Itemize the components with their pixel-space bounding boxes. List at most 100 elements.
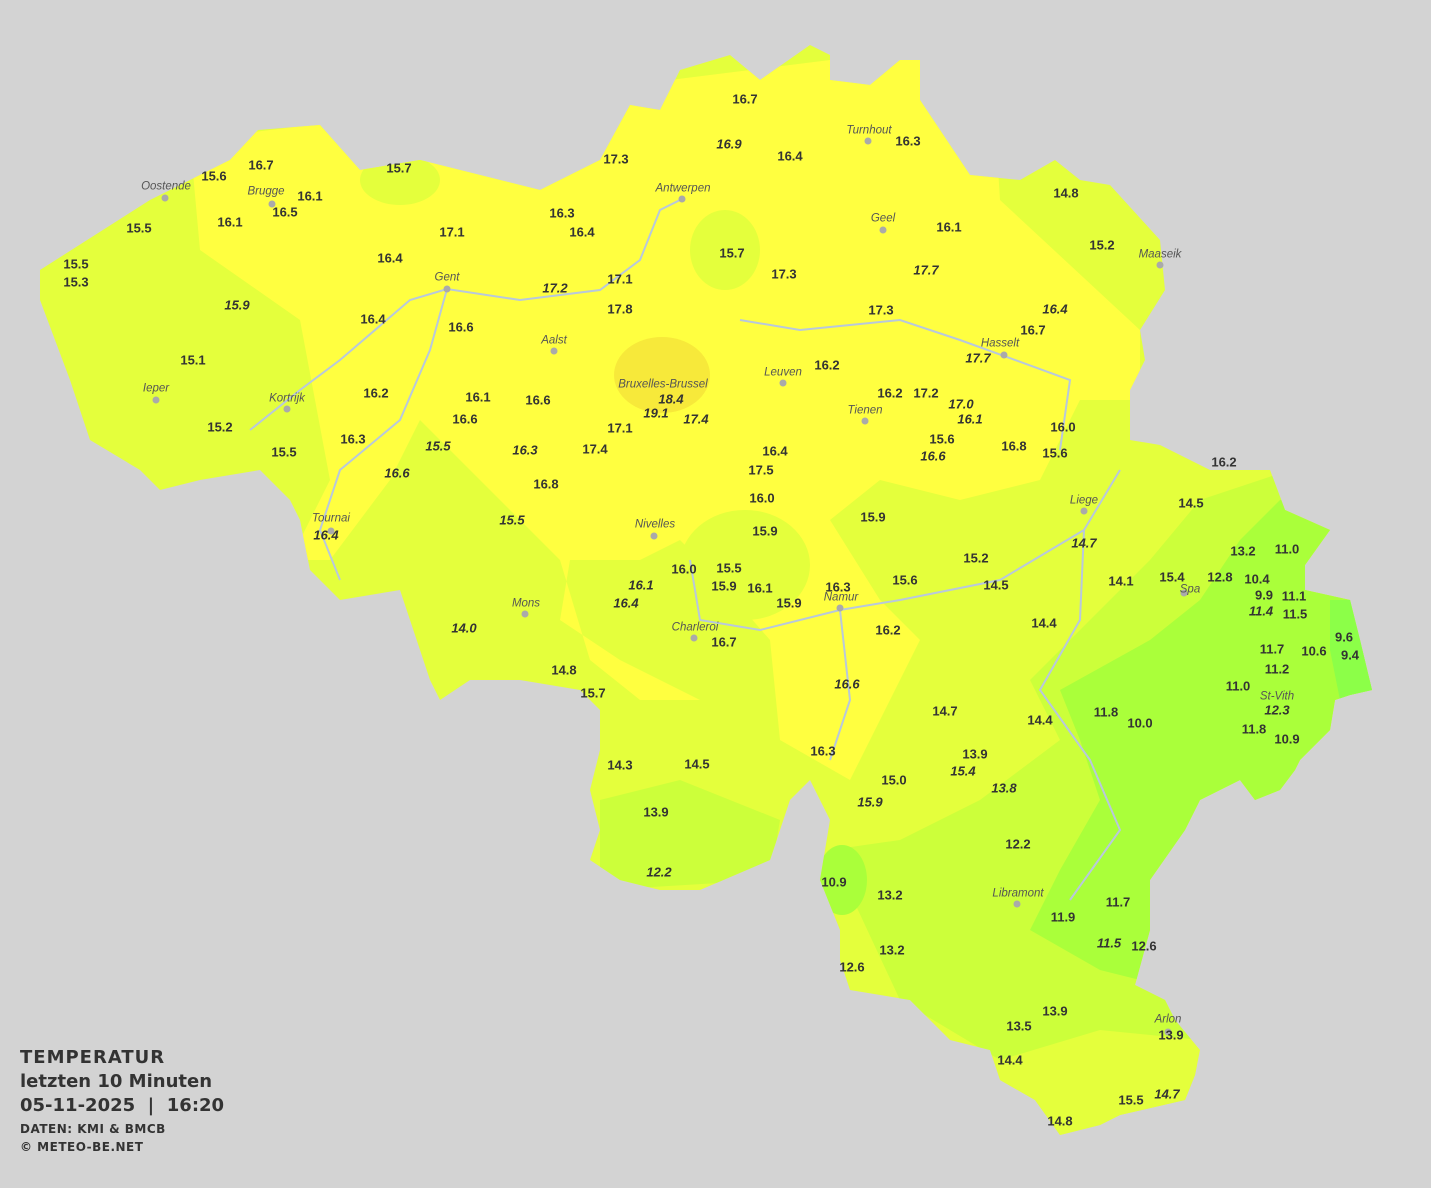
city-label: Ieper bbox=[142, 382, 170, 395]
station-temperature: 17.2 bbox=[542, 280, 568, 296]
station-temperature: 15.5 bbox=[499, 512, 525, 528]
zone-10-11 bbox=[1030, 500, 1372, 980]
station-temperature: 16.1 bbox=[217, 214, 243, 230]
station-temperature: 9.9 bbox=[1254, 587, 1274, 603]
station-temperature: 15.9 bbox=[711, 578, 737, 594]
zone-10-west bbox=[817, 845, 867, 915]
station-temperature: 16.7 bbox=[732, 91, 758, 107]
station-temperature: 16.6 bbox=[448, 319, 474, 335]
station-temperature: 15.2 bbox=[207, 419, 233, 435]
station-temperature: 15.6 bbox=[929, 431, 955, 447]
station-temperature: 16.6 bbox=[834, 676, 860, 692]
city-marker-icon bbox=[152, 396, 160, 404]
station-temperature: 15.5 bbox=[425, 438, 451, 454]
station-temperature: 12.8 bbox=[1207, 569, 1233, 585]
station-temperature: 13.9 bbox=[643, 804, 669, 820]
station-temperature: 17.4 bbox=[683, 411, 709, 427]
zone-15-geel bbox=[690, 210, 760, 290]
station-temperature: 17.1 bbox=[439, 224, 465, 240]
station-temperature: 10.9 bbox=[1274, 731, 1300, 747]
station-temperature: 15.9 bbox=[224, 297, 250, 313]
station-temperature: 17.3 bbox=[771, 266, 797, 282]
station-temperature: 11.7 bbox=[1105, 894, 1131, 910]
city-label: Leuven bbox=[764, 366, 802, 379]
legend-source: DATEN: KMI & BMCB bbox=[20, 1122, 166, 1136]
station-temperature: 14.4 bbox=[1031, 615, 1057, 631]
station-temperature: 14.8 bbox=[1053, 185, 1079, 201]
station-temperature: 14.7 bbox=[1154, 1086, 1180, 1102]
legend: TEMPERATUR letzten 10 Minuten 05-11-2025… bbox=[20, 1047, 224, 1154]
legend-copyright: © METEO-BE.NET bbox=[20, 1140, 144, 1154]
city-label: Antwerpen bbox=[655, 182, 711, 195]
station-temperature: 12.3 bbox=[1264, 702, 1290, 718]
city-marker-icon bbox=[550, 347, 558, 355]
city-label: Oostende bbox=[141, 180, 191, 193]
city-marker-icon bbox=[283, 405, 291, 413]
city-label: Tienen bbox=[847, 404, 883, 417]
station-temperature: 14.1 bbox=[1108, 573, 1134, 589]
station-temperature: 17.7 bbox=[965, 350, 991, 366]
station-temperature: 15.9 bbox=[857, 794, 883, 810]
station-temperature: 11.8 bbox=[1093, 704, 1119, 720]
station-temperature: 15.7 bbox=[386, 160, 412, 176]
station-temperature: 17.1 bbox=[607, 420, 633, 436]
station-temperature: 11.2 bbox=[1264, 661, 1290, 677]
station-temperature: 16.4 bbox=[613, 595, 639, 611]
station-temperature: 9.6 bbox=[1334, 629, 1354, 645]
station-temperature: 16.1 bbox=[747, 580, 773, 596]
station-temperature: 15.9 bbox=[860, 509, 886, 525]
station-temperature: 15.2 bbox=[1089, 237, 1115, 253]
station-temperature: 14.3 bbox=[607, 757, 633, 773]
station-temperature: 16.3 bbox=[512, 442, 538, 458]
station-temperature: 16.9 bbox=[716, 136, 742, 152]
station-temperature: 16.6 bbox=[525, 392, 551, 408]
station-temperature: 14.8 bbox=[1047, 1113, 1073, 1129]
station-temperature: 12.6 bbox=[1131, 938, 1157, 954]
station-temperature: 16.0 bbox=[1050, 419, 1076, 435]
station-temperature: 14.5 bbox=[983, 577, 1009, 593]
city-marker-icon bbox=[1000, 351, 1008, 359]
city-label: Hasselt bbox=[980, 337, 1020, 350]
station-temperature: 12.2 bbox=[1005, 836, 1031, 852]
city-marker-icon bbox=[521, 610, 529, 618]
station-temperature: 17.5 bbox=[748, 462, 774, 478]
station-temperature: 16.2 bbox=[877, 385, 903, 401]
station-temperature: 16.1 bbox=[936, 219, 962, 235]
city-label: Liege bbox=[1069, 494, 1099, 507]
city-marker-icon bbox=[861, 417, 869, 425]
zone-15-north bbox=[360, 155, 440, 205]
station-temperature: 16.7 bbox=[711, 634, 737, 650]
station-temperature: 16.2 bbox=[875, 622, 901, 638]
city-label: Spa bbox=[1179, 583, 1201, 596]
zone-14-south bbox=[990, 1050, 1230, 1135]
station-temperature: 16.6 bbox=[920, 448, 946, 464]
city-marker-icon bbox=[1080, 507, 1088, 515]
station-temperature: 17.8 bbox=[607, 301, 633, 317]
station-temperature: 15.7 bbox=[719, 245, 745, 261]
city-marker-icon bbox=[1013, 900, 1021, 908]
station-temperature: 15.5 bbox=[126, 220, 152, 236]
station-temperature: 16.8 bbox=[1001, 438, 1027, 454]
city-label: Maaseik bbox=[1138, 248, 1182, 261]
station-temperature: 10.9 bbox=[821, 874, 847, 890]
city-marker-icon bbox=[650, 532, 658, 540]
city-label: Arlon bbox=[1154, 1013, 1182, 1026]
station-temperature: 15.5 bbox=[271, 444, 297, 460]
zone-9 bbox=[1330, 600, 1372, 700]
station-temperature: 17.2 bbox=[913, 385, 939, 401]
station-temperature: 19.1 bbox=[643, 405, 669, 421]
station-temperature: 16.7 bbox=[1020, 322, 1046, 338]
station-temperature: 16.2 bbox=[363, 385, 389, 401]
station-temperature: 16.4 bbox=[377, 250, 403, 266]
station-temperature: 16.3 bbox=[549, 205, 575, 221]
station-temperature: 14.5 bbox=[684, 756, 710, 772]
station-temperature: 13.9 bbox=[1042, 1003, 1068, 1019]
station-temperature: 15.2 bbox=[963, 550, 989, 566]
station-temperature: 15.5 bbox=[1118, 1092, 1144, 1108]
city-marker-icon bbox=[864, 137, 872, 145]
station-temperature: 14.4 bbox=[997, 1052, 1023, 1068]
city-marker-icon bbox=[879, 226, 887, 234]
city-marker-icon bbox=[690, 634, 698, 642]
city-label: Brugge bbox=[247, 185, 285, 198]
